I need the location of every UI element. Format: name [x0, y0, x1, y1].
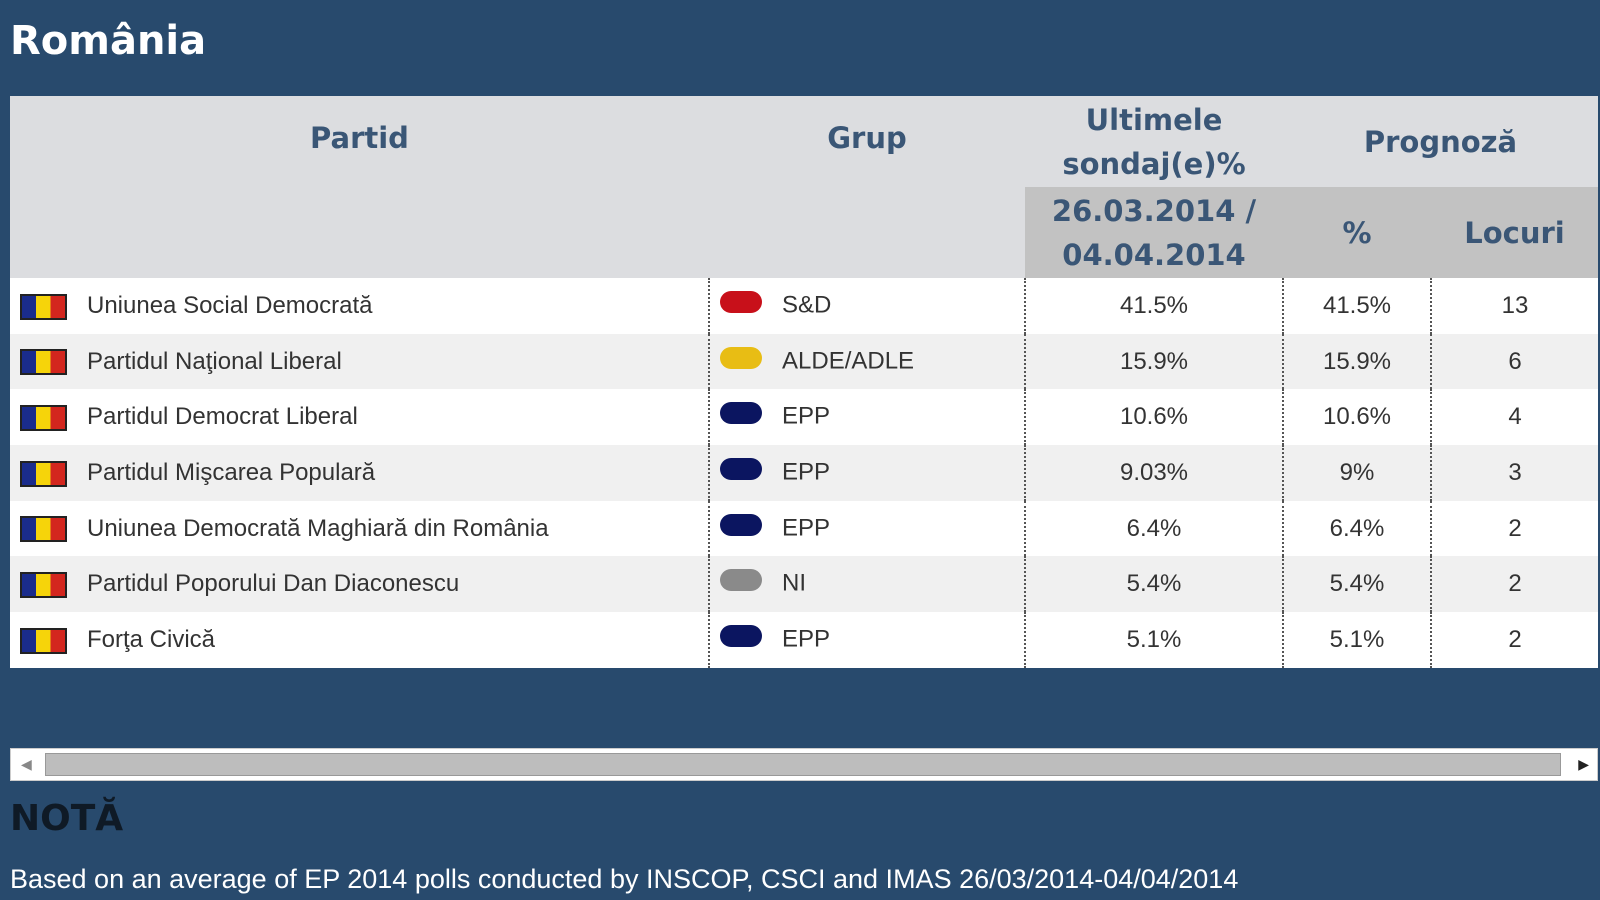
forecast-pct: 6.4% — [1282, 500, 1431, 557]
table-row: Partidul Mişcarea Populară EPP 9.03% 9% … — [10, 445, 1599, 501]
forecast-pct: 41.5% — [1282, 278, 1431, 334]
romania-flag-icon — [20, 460, 67, 487]
horizontal-scrollbar[interactable]: ◀ ▶ — [10, 748, 1598, 781]
header-polls: Ultimele sondaj(e)% — [1025, 96, 1283, 187]
table-row: Uniunea Democrată Maghiară din România E… — [10, 500, 1599, 557]
note-title: NOTĂ — [10, 798, 124, 839]
group-name: EPP — [782, 625, 831, 653]
forecast-seats: 3 — [1429, 445, 1599, 501]
table-row: Uniunea Social Democrată S&D 41.5% 41.5%… — [10, 278, 1599, 334]
forecast-seats: 2 — [1429, 556, 1599, 613]
party-name: Uniunea Democrată Maghiară din România — [87, 514, 549, 542]
forecast-seats: 2 — [1429, 612, 1599, 668]
header-forecast: Prognoză — [1283, 96, 1599, 187]
header-date: 26.03.2014 / 04.04.2014 — [1025, 187, 1283, 278]
scroll-left-icon[interactable]: ◀ — [21, 757, 32, 773]
poll-value: 5.1% — [1024, 612, 1283, 668]
table-row: Partidul Democrat Liberal EPP 10.6% 10.6… — [10, 389, 1599, 446]
forecast-seats: 4 — [1429, 389, 1599, 446]
group-color-icon — [720, 624, 762, 647]
group-name: EPP — [782, 402, 831, 430]
forecast-pct: 15.9% — [1282, 333, 1431, 390]
poll-value: 9.03% — [1024, 445, 1283, 501]
group-color-icon — [720, 346, 762, 369]
romania-flag-icon — [20, 404, 67, 431]
party-name: Partidul Democrat Liberal — [87, 403, 358, 431]
poll-value: 5.4% — [1024, 556, 1283, 613]
scrollbar-thumb[interactable] — [45, 753, 1561, 776]
group-name: S&D — [782, 291, 832, 319]
group-color-icon — [720, 513, 762, 536]
table-row: Forţa Civică EPP 5.1% 5.1% 2 — [10, 612, 1599, 668]
party-name: Partidul Mişcarea Populară — [87, 458, 376, 486]
party-name: Partidul Naţional Liberal — [87, 347, 342, 375]
forecast-seats: 6 — [1429, 333, 1599, 390]
results-table: Partid Grup Ultimele sondaj(e)% Prognoză… — [10, 96, 1599, 668]
forecast-pct: 5.4% — [1282, 556, 1431, 613]
group-name: NI — [782, 569, 806, 597]
poll-value: 41.5% — [1024, 278, 1283, 334]
page-title: România — [10, 18, 207, 64]
table-row: Partidul Poporului Dan Diaconescu NI 5.4… — [10, 556, 1599, 613]
poll-value: 10.6% — [1024, 389, 1283, 446]
romania-flag-icon — [20, 349, 67, 376]
group-name: ALDE/ADLE — [782, 346, 915, 374]
poll-value: 15.9% — [1024, 333, 1283, 390]
group-color-icon — [720, 569, 762, 592]
romania-flag-icon — [20, 627, 67, 654]
forecast-pct: 9% — [1282, 445, 1431, 501]
group-name: EPP — [782, 458, 831, 486]
forecast-pct: 10.6% — [1282, 389, 1431, 446]
romania-flag-icon — [20, 293, 67, 320]
group-name: EPP — [782, 513, 831, 541]
romania-flag-icon — [20, 516, 67, 543]
party-name: Forţa Civică — [87, 625, 216, 653]
scroll-right-icon[interactable]: ▶ — [1578, 757, 1589, 773]
group-color-icon — [720, 402, 762, 425]
note-text: Based on an average of EP 2014 polls con… — [10, 864, 1239, 894]
party-name: Partidul Poporului Dan Diaconescu — [87, 570, 460, 598]
forecast-seats: 2 — [1429, 500, 1599, 557]
group-color-icon — [720, 290, 762, 313]
header-seats: Locuri — [1431, 187, 1599, 278]
romania-flag-icon — [20, 571, 67, 598]
poll-value: 6.4% — [1024, 500, 1283, 557]
header-party: Partid — [10, 96, 709, 278]
group-color-icon — [720, 457, 762, 480]
party-name: Uniunea Social Democrată — [87, 291, 373, 319]
header-group: Grup — [709, 96, 1025, 278]
header-pct: % — [1283, 187, 1431, 278]
table-row: Partidul Naţional Liberal ALDE/ADLE 15.9… — [10, 333, 1599, 390]
forecast-pct: 5.1% — [1282, 612, 1431, 668]
forecast-seats: 13 — [1429, 278, 1599, 334]
